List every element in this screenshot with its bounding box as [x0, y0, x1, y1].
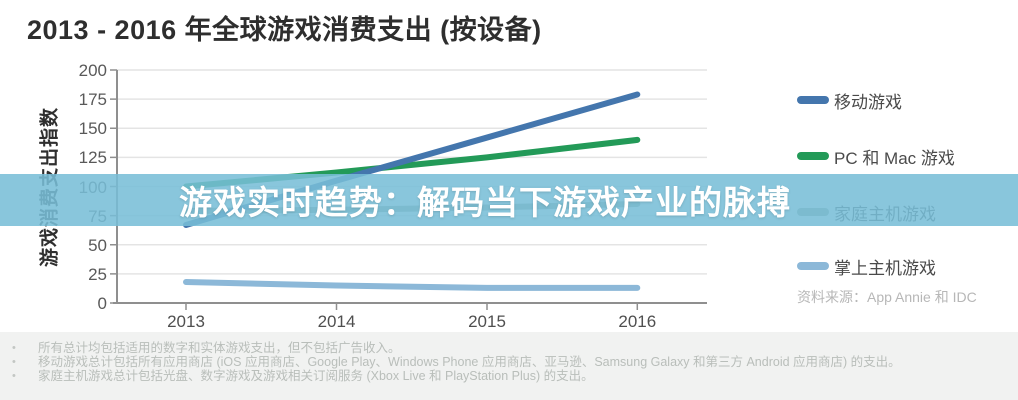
legend-item-mobile: 移动游戏	[797, 90, 902, 112]
footnotes-area: • 所有总计均包括适用的数字和实体游戏支出，但不包括广告收入。 • 移动游戏总计…	[0, 332, 1018, 400]
headline-overlay-band: 游戏实时趋势：解码当下游戏产业的脉搏	[0, 174, 1018, 226]
x-tick-label: 2014	[317, 312, 356, 331]
data-source-note: 资料来源：App Annie 和 IDC	[797, 289, 977, 305]
legend-label-pc-mac: PC 和 Mac 游戏	[834, 148, 955, 168]
bullet-icon: •	[12, 342, 16, 354]
y-tick-label: 25	[88, 264, 107, 284]
bullet-icon: •	[12, 356, 16, 368]
y-tick-label: 0	[97, 294, 107, 313]
footnote-line: • 家庭主机游戏总计包括光盘、数字游戏及游戏相关订阅服务 (Xbox Live …	[0, 369, 1010, 383]
y-tick-label: 125	[78, 148, 107, 168]
x-tick-label: 2013	[167, 312, 205, 331]
y-tick-label: 200	[78, 61, 107, 80]
footnote-line: • 移动游戏总计包括所有应用商店 (iOS 应用商店、Google Play、W…	[0, 355, 1010, 369]
legend-swatch-handheld-console	[797, 262, 829, 270]
legend-swatch-pc-mac	[797, 152, 829, 160]
x-tick-label: 2015	[468, 312, 506, 331]
bullet-icon: •	[12, 370, 16, 382]
footnote-text: 移动游戏总计包括所有应用商店 (iOS 应用商店、Google Play、Win…	[38, 355, 901, 369]
x-tick-label: 2016	[618, 312, 657, 331]
chart-title: 2013 - 2016 年全球游戏消费支出 (按设备)	[27, 15, 542, 45]
y-tick-label: 175	[78, 90, 107, 110]
legend-swatch-mobile	[797, 96, 829, 104]
footnote-line: • 所有总计均包括适用的数字和实体游戏支出，但不包括广告收入。	[0, 341, 1010, 355]
y-tick-label: 150	[78, 119, 107, 139]
legend-label-handheld-console: 掌上主机游戏	[834, 258, 936, 278]
legend-item-pc-mac: PC 和 Mac 游戏	[797, 146, 955, 168]
headline-overlay-text: 游戏实时趋势：解码当下游戏产业的脉搏	[179, 184, 791, 221]
footnote-text: 所有总计均包括适用的数字和实体游戏支出，但不包括广告收入。	[38, 341, 401, 355]
legend-label-mobile: 移动游戏	[834, 92, 902, 112]
legend-item-handheld-console: 掌上主机游戏	[797, 256, 936, 278]
footnote-text: 家庭主机游戏总计包括光盘、数字游戏及游戏相关订阅服务 (Xbox Live 和 …	[38, 369, 594, 383]
series-line-3	[183, 279, 641, 291]
y-tick-label: 50	[88, 235, 107, 255]
